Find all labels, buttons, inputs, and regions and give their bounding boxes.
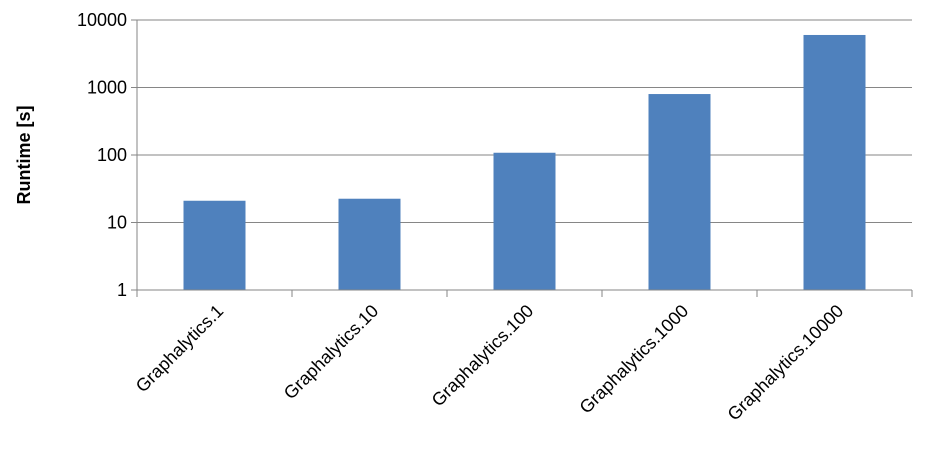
y-tick-labels: 1 10 100 1000 10000 [77, 10, 127, 300]
x-tick-label: Graphalytics.100 [428, 301, 538, 411]
x-tick-label: Graphalytics.10 [280, 301, 383, 404]
bar [493, 152, 556, 290]
x-tick-labels: Graphalytics.1 Graphalytics.10 Graphalytic… [132, 301, 848, 425]
y-axis-title: Runtime [s] [14, 106, 34, 205]
x-tick-label: Graphalytics.1000 [576, 301, 693, 418]
x-tick-label: Graphalytics.10000 [724, 301, 848, 425]
bar [183, 200, 246, 290]
y-tick-label: 100 [97, 145, 127, 165]
bar [338, 198, 401, 290]
bar [648, 94, 711, 290]
bar [803, 34, 866, 290]
x-tick-label: Graphalytics.1 [132, 301, 228, 397]
y-tick-label: 10000 [77, 10, 127, 30]
y-tick-label: 1000 [87, 78, 127, 98]
y-tick-label: 10 [107, 213, 127, 233]
axes [131, 19, 913, 297]
bars [183, 34, 866, 290]
y-tick-label: 1 [117, 280, 127, 300]
